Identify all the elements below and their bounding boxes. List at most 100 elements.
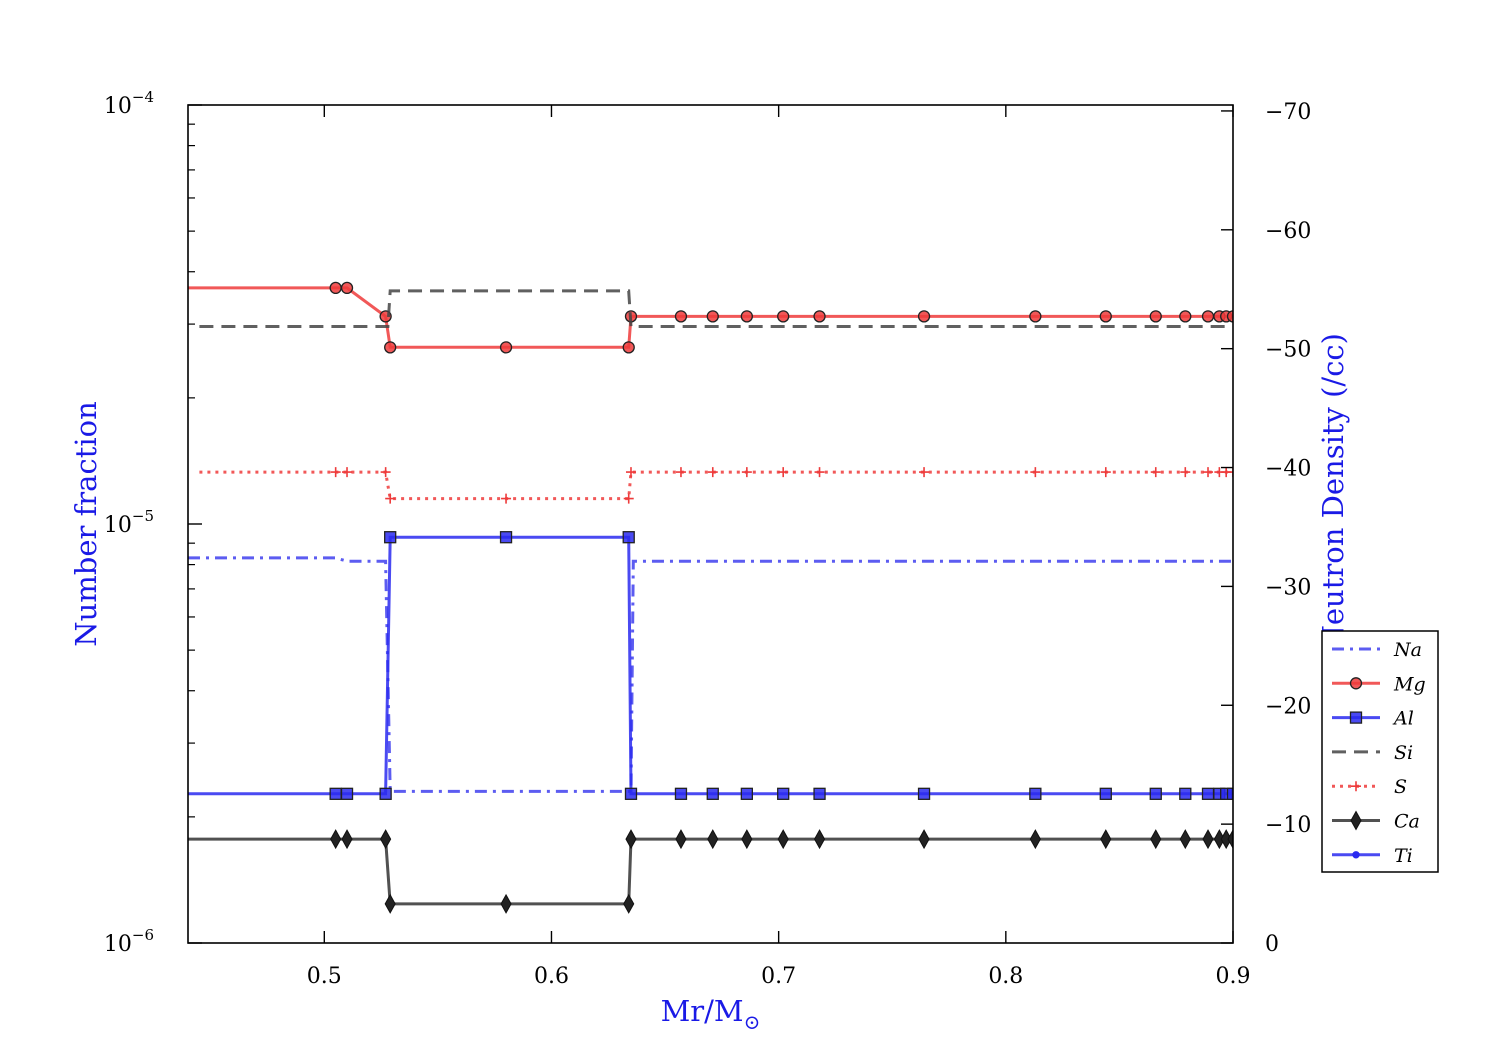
y-tick-label: 10−6 (104, 926, 154, 957)
data-point-ca (500, 893, 512, 914)
data-point-s (919, 467, 930, 478)
data-point-al (1201, 787, 1215, 800)
data-point-mg (813, 310, 826, 323)
legend-label: Ti (1394, 845, 1413, 867)
series-al (188, 531, 1233, 800)
series-si (199, 289, 1233, 328)
data-point-s (741, 467, 752, 478)
data-point-s (625, 467, 636, 478)
data-point-al (1179, 787, 1192, 800)
data-point-ca (813, 829, 826, 850)
y2-tick-label: −70 (1265, 100, 1311, 125)
legend-label: S (1394, 776, 1407, 798)
data-point-ca (623, 893, 635, 914)
data-point-ca (777, 829, 789, 850)
y-axis-label: Number fraction (69, 401, 103, 647)
series-na (188, 556, 1233, 793)
data-point-mg (329, 281, 342, 295)
x-axis-label: Mr/M⊙ (661, 994, 761, 1034)
data-point-al (379, 787, 392, 800)
legend-item: Na (1332, 639, 1422, 661)
y-tick-exponent: −4 (132, 88, 154, 106)
legend-label: Si (1394, 742, 1413, 764)
legend-label: Mg (1393, 673, 1426, 695)
data-point-ca (918, 829, 930, 850)
data-point-ca (1179, 829, 1191, 850)
x-tick-label: 0.7 (761, 964, 796, 989)
data-point-mg (384, 341, 397, 354)
data-point-al (813, 787, 826, 800)
data-point-s (1180, 467, 1191, 478)
data-point-mg (1226, 310, 1233, 323)
legend-marker (1349, 711, 1363, 724)
data-point-al (329, 787, 342, 800)
legend-item: Si (1332, 742, 1413, 764)
data-point-s (814, 467, 825, 478)
data-point-al (624, 787, 638, 800)
y-tick-label: 10−4 (104, 88, 154, 119)
series-line-si (199, 289, 1233, 328)
data-point-ca (341, 829, 353, 850)
legend-item: Ti (1332, 845, 1413, 867)
data-point-s (1100, 467, 1111, 478)
y-tick-base: 10 (104, 94, 132, 119)
legend-marker (1351, 781, 1361, 792)
data-point-mg (706, 310, 719, 323)
data-point-s (1203, 467, 1214, 478)
data-point-mg (1179, 310, 1192, 323)
data-point-s (623, 493, 634, 504)
data-point-mg (499, 341, 513, 354)
y2-tick-label: −20 (1265, 694, 1311, 719)
data-point-mg (674, 310, 688, 323)
series-ca (188, 829, 1233, 914)
legend: Na Mg Al Si S Ca Ti (1321, 630, 1439, 873)
data-point-al (1099, 787, 1112, 800)
data-point-al (622, 531, 635, 544)
data-point-ca (707, 829, 719, 850)
y2-tick-label: −30 (1265, 575, 1311, 600)
x-tick-label: 0.9 (1216, 964, 1251, 989)
legend-label: Ca (1394, 811, 1420, 833)
plot-frame (187, 104, 1234, 944)
y-tick-exponent: −6 (132, 926, 154, 944)
data-point-mg (622, 341, 635, 354)
series-line-na (188, 556, 1233, 793)
x-axis-label-sub: ⊙ (744, 1010, 761, 1034)
y-tick-label: 10−5 (104, 507, 154, 538)
series-layer (188, 281, 1233, 914)
data-point-al (1149, 787, 1162, 800)
y-tick-base: 10 (104, 513, 132, 538)
legend-item: Mg (1332, 673, 1426, 695)
y2-tick-label: 0 (1265, 932, 1279, 957)
y2-tick-label: −60 (1265, 219, 1311, 244)
legend-item: Ca (1332, 810, 1420, 833)
data-point-al (384, 531, 397, 544)
data-point-mg (1149, 310, 1162, 323)
data-point-s (707, 467, 718, 478)
data-point-mg (1099, 310, 1112, 323)
data-point-s (342, 467, 353, 478)
data-point-al (917, 787, 931, 800)
series-mg (188, 281, 1233, 354)
y2-tick-label: −10 (1265, 813, 1311, 838)
legend-label: Al (1392, 708, 1414, 730)
data-point-s (385, 493, 396, 504)
data-point-mg (777, 310, 790, 323)
series-s (199, 467, 1233, 504)
data-point-mg (740, 310, 753, 323)
y2-tick-label: −50 (1265, 338, 1311, 363)
data-point-al (777, 787, 790, 800)
legend-label: Na (1393, 639, 1422, 661)
data-point-mg (917, 310, 931, 323)
data-point-al (1226, 787, 1233, 800)
data-point-al (499, 531, 513, 544)
data-point-s (330, 467, 341, 478)
data-point-s (1030, 467, 1041, 478)
labels-layer: 0.5 0.6 0.7 0.8 0.910−410−510−6 0−10−20−30−40… (104, 88, 1312, 989)
data-point-al (340, 787, 354, 800)
data-point-ca (625, 829, 637, 850)
data-point-mg (1201, 310, 1215, 323)
data-point-s (675, 467, 686, 478)
data-point-s (778, 467, 789, 478)
